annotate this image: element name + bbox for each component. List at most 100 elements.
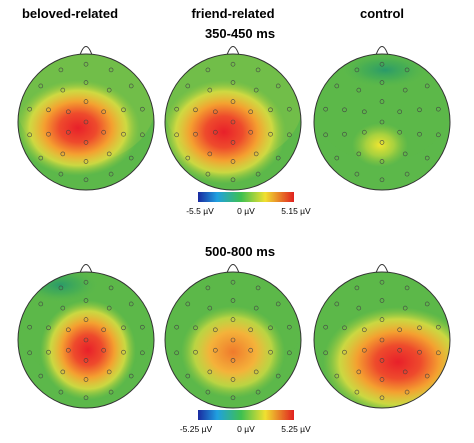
electrode	[60, 305, 66, 311]
electrode	[46, 325, 51, 331]
electrode	[342, 325, 347, 331]
electrode	[66, 347, 71, 353]
electrode	[83, 337, 89, 343]
electrode	[379, 140, 385, 145]
electrode	[275, 301, 281, 307]
field-blob	[40, 300, 136, 400]
nose	[79, 46, 93, 56]
electrode	[417, 349, 422, 355]
electrode	[101, 109, 106, 115]
electrode	[342, 107, 347, 113]
electrode	[275, 373, 281, 379]
head-outline	[17, 53, 155, 191]
electrode	[58, 67, 64, 73]
electrode	[356, 369, 362, 375]
electrode	[66, 327, 71, 333]
electrode	[230, 279, 236, 285]
potential-field	[18, 272, 154, 408]
electrode	[58, 285, 64, 291]
electrode	[108, 67, 114, 73]
electrode	[354, 285, 360, 291]
electrode	[287, 350, 292, 356]
electrode	[230, 177, 236, 183]
electrode	[27, 106, 32, 112]
field-blob	[18, 80, 140, 176]
topo-maps	[17, 46, 451, 409]
scale-label: -5.5 µV	[186, 206, 214, 216]
scale-label: 0 µV	[237, 206, 255, 216]
electrode	[379, 298, 385, 303]
electrode	[334, 301, 340, 307]
head-outline	[164, 53, 302, 191]
electrode	[268, 107, 273, 113]
electrode	[436, 350, 441, 356]
electrode	[83, 80, 89, 85]
electrode	[379, 377, 385, 382]
electrode	[362, 109, 367, 115]
electrode	[230, 80, 236, 85]
electrode	[397, 327, 402, 333]
nose	[79, 264, 93, 274]
electrode	[60, 87, 66, 93]
electrode	[402, 369, 408, 375]
electrode	[354, 389, 360, 395]
head-map	[17, 264, 155, 409]
electrode	[46, 107, 51, 113]
electrode	[106, 305, 112, 311]
electrode	[185, 373, 191, 379]
electrode	[27, 324, 32, 330]
electrode	[106, 151, 112, 157]
electrode	[397, 129, 402, 135]
electrode	[230, 395, 236, 401]
electrode	[275, 83, 281, 89]
electrode	[128, 373, 134, 379]
electrode	[379, 99, 385, 104]
electrode	[436, 132, 441, 138]
potential-field	[314, 272, 450, 408]
head-outline	[17, 271, 155, 409]
electrode	[402, 87, 408, 93]
potential-field	[18, 54, 154, 190]
electrode	[379, 61, 385, 67]
electrode	[356, 151, 362, 157]
field-blob	[352, 123, 408, 167]
electrode	[83, 317, 89, 322]
electrode	[379, 177, 385, 183]
electrode	[230, 298, 236, 303]
electrode	[404, 389, 410, 395]
electrode	[397, 109, 402, 115]
electrode	[83, 358, 89, 363]
electrode	[248, 129, 253, 135]
electrode	[230, 99, 236, 104]
electrode	[174, 106, 179, 112]
electrode	[108, 285, 114, 291]
scale-label: 5.25 µV	[281, 424, 311, 434]
potential-field	[314, 54, 450, 190]
electrode	[83, 61, 89, 67]
electrode	[417, 107, 422, 113]
field-blob	[323, 307, 450, 408]
head-map	[313, 46, 451, 191]
electrode	[379, 80, 385, 85]
electrode	[230, 337, 236, 343]
electrode	[205, 285, 211, 291]
electrode	[205, 67, 211, 73]
electrode	[108, 171, 114, 177]
electrode	[38, 301, 44, 307]
electrode	[342, 131, 347, 137]
electrode	[230, 358, 236, 363]
electrode	[255, 171, 261, 177]
electrode	[268, 349, 273, 355]
head-outline	[313, 271, 451, 409]
electrode	[27, 350, 32, 356]
electrode	[379, 159, 385, 164]
electrode	[255, 285, 261, 291]
electrode	[193, 325, 198, 331]
electrode	[255, 389, 261, 395]
electrode	[101, 327, 106, 333]
electrode	[342, 349, 347, 355]
field-blob	[165, 80, 286, 184]
head-map	[313, 264, 451, 409]
electrode	[60, 369, 66, 375]
electrode	[205, 389, 211, 395]
